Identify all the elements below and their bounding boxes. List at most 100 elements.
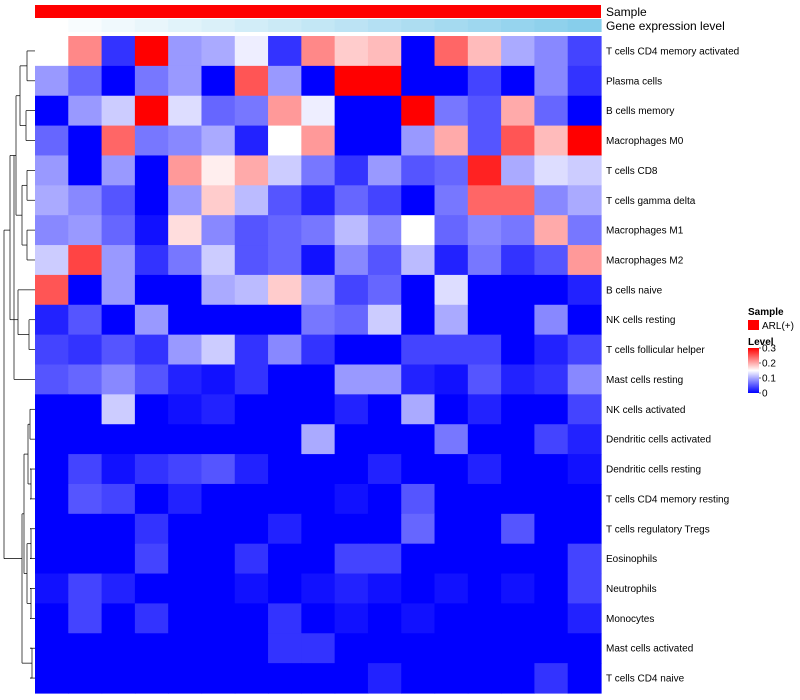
heatmap-cell <box>168 95 203 127</box>
heatmap-cell <box>168 245 203 276</box>
heatmap-cell <box>534 424 569 455</box>
row-label: Macrophages M1 <box>606 226 684 237</box>
gene-expression-annotation-cell <box>268 19 302 32</box>
legend-tick-label: 0.1 <box>762 374 776 385</box>
gene-expression-annotation-cell <box>434 19 469 32</box>
heatmap-cell <box>134 483 169 515</box>
heatmap-cell <box>401 215 436 246</box>
heatmap-cell <box>68 603 103 634</box>
heatmap-cell <box>268 573 302 605</box>
heatmap-cell <box>434 424 469 455</box>
heatmap-cell <box>434 573 469 605</box>
heatmap-cell <box>268 364 302 395</box>
heatmap-cell <box>201 454 236 485</box>
row-label: T cells CD4 memory activated <box>606 46 739 57</box>
heatmap-cell <box>534 155 569 186</box>
heatmap-cell <box>534 215 569 246</box>
heatmap-cell <box>234 125 269 157</box>
heatmap-cell <box>567 185 602 216</box>
heatmap-cell <box>334 125 369 157</box>
heatmap-cell <box>35 215 69 246</box>
heatmap-cell <box>434 483 469 515</box>
heatmap-cell <box>334 573 369 605</box>
heatmap-cell <box>301 483 336 515</box>
heatmap-cell <box>567 274 602 306</box>
heatmap-cell <box>134 513 169 545</box>
heatmap-cell <box>101 543 136 575</box>
heatmap-cell <box>301 454 336 485</box>
heatmap-cell <box>35 513 69 545</box>
heatmap-cell <box>234 215 269 246</box>
heatmap-cell <box>35 334 69 366</box>
heatmap-cell <box>467 215 502 246</box>
row-labels: T cells CD4 memory activated Plasma cells… <box>606 46 739 684</box>
heatmap-cell <box>567 543 602 575</box>
heatmap-cell <box>101 424 136 455</box>
heatmap-cell <box>434 245 469 276</box>
heatmap-cell <box>501 304 536 336</box>
heatmap-cell <box>301 125 336 157</box>
heatmap-cell <box>301 65 336 97</box>
heatmap-cell <box>168 36 203 67</box>
heatmap-cell <box>68 633 103 664</box>
heatmap-cell <box>567 633 602 664</box>
heatmap-cell <box>68 304 103 336</box>
row-label: Macrophages M0 <box>606 136 684 147</box>
heatmap-cell <box>401 663 436 694</box>
heatmap-cell <box>101 633 136 664</box>
heatmap-cell <box>301 364 336 395</box>
gene-expression-annotation-cell <box>534 19 569 32</box>
heatmap-cell <box>567 513 602 545</box>
heatmap-cell <box>35 155 69 186</box>
heatmap-cell <box>234 573 269 605</box>
heatmap-cell <box>101 454 136 485</box>
legend-level-title: Level <box>748 337 774 348</box>
heatmap-cell <box>101 483 136 515</box>
heatmap-cell <box>401 304 436 336</box>
heatmap-cell <box>434 513 469 545</box>
heatmap-cell <box>301 573 336 605</box>
heatmap-cell <box>434 454 469 485</box>
heatmap-cell <box>68 36 103 67</box>
heatmap-cell <box>567 334 602 366</box>
heatmap-cell <box>334 215 369 246</box>
row-dendrogram <box>3 50 35 679</box>
heatmap-cell <box>567 603 602 634</box>
heatmap-cell <box>201 513 236 545</box>
legend: Sample ARL(+) Level 0.3 0.2 0.1 0 <box>748 307 794 400</box>
heatmap-cell <box>268 215 302 246</box>
heatmap-cell <box>434 633 469 664</box>
heatmap-cell <box>68 95 103 127</box>
heatmap-cell <box>234 633 269 664</box>
heatmap-cell <box>268 424 302 455</box>
heatmap-cell <box>501 95 536 127</box>
heatmap-cell <box>134 663 169 694</box>
heatmap-cell <box>534 663 569 694</box>
heatmap-cell <box>101 274 136 306</box>
heatmap-cell <box>534 334 569 366</box>
heatmap-cell <box>434 95 469 127</box>
heatmap-cell <box>367 364 402 395</box>
heatmap-cell <box>134 36 169 67</box>
heatmap-cell <box>168 155 203 186</box>
row-label: T cells CD8 <box>606 166 658 177</box>
heatmap-cell <box>467 483 502 515</box>
heatmap-cell <box>367 274 402 306</box>
heatmap-cell <box>234 394 269 425</box>
heatmap-cell <box>434 65 469 97</box>
heatmap-cell <box>68 513 103 545</box>
heatmap-cell <box>201 633 236 664</box>
heatmap-cell <box>68 394 103 425</box>
heatmap-cell <box>467 304 502 336</box>
row-label: Mast cells resting <box>606 375 683 386</box>
heatmap-cell <box>68 483 103 515</box>
heatmap-cell <box>467 274 502 306</box>
heatmap-cell <box>467 663 502 694</box>
heatmap-cell <box>35 543 69 575</box>
heatmap-cell <box>467 65 502 97</box>
heatmap-cell <box>567 245 602 276</box>
heatmap-cell <box>201 543 236 575</box>
heatmap-cell <box>268 274 302 306</box>
heatmap-cell <box>168 424 203 455</box>
